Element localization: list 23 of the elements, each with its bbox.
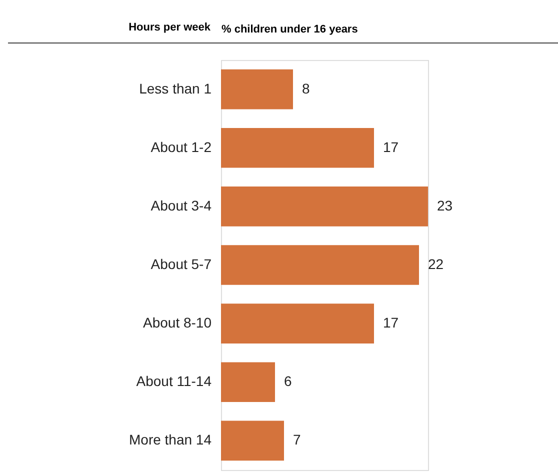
y-tick-label: About 3-4 (150, 197, 212, 214)
y-tick-label: Less than 1 (139, 80, 212, 96)
y-axis-title: Hours per week (128, 22, 212, 34)
bar (221, 69, 293, 110)
x-axis-title: % children under 16 years (222, 24, 358, 36)
bar (221, 186, 428, 226)
y-tick-label: About 8-10 (143, 314, 212, 331)
data-label: 23 (437, 197, 453, 214)
bar (221, 128, 374, 168)
data-label: 8 (302, 80, 310, 96)
data-label: 22 (428, 256, 444, 272)
bar (221, 245, 419, 285)
bar (221, 420, 284, 461)
data-label: 7 (293, 432, 301, 448)
bar (221, 362, 275, 402)
y-tick-label: About 1-2 (150, 138, 212, 155)
y-tick-label: About 11-14 (136, 373, 212, 390)
y-tick-label: More than 14 (129, 432, 212, 448)
y-tick-label: About 5-7 (150, 256, 212, 272)
data-label: 17 (383, 314, 399, 331)
data-label: 17 (383, 138, 399, 155)
bar (221, 304, 374, 344)
data-label: 6 (284, 373, 292, 390)
